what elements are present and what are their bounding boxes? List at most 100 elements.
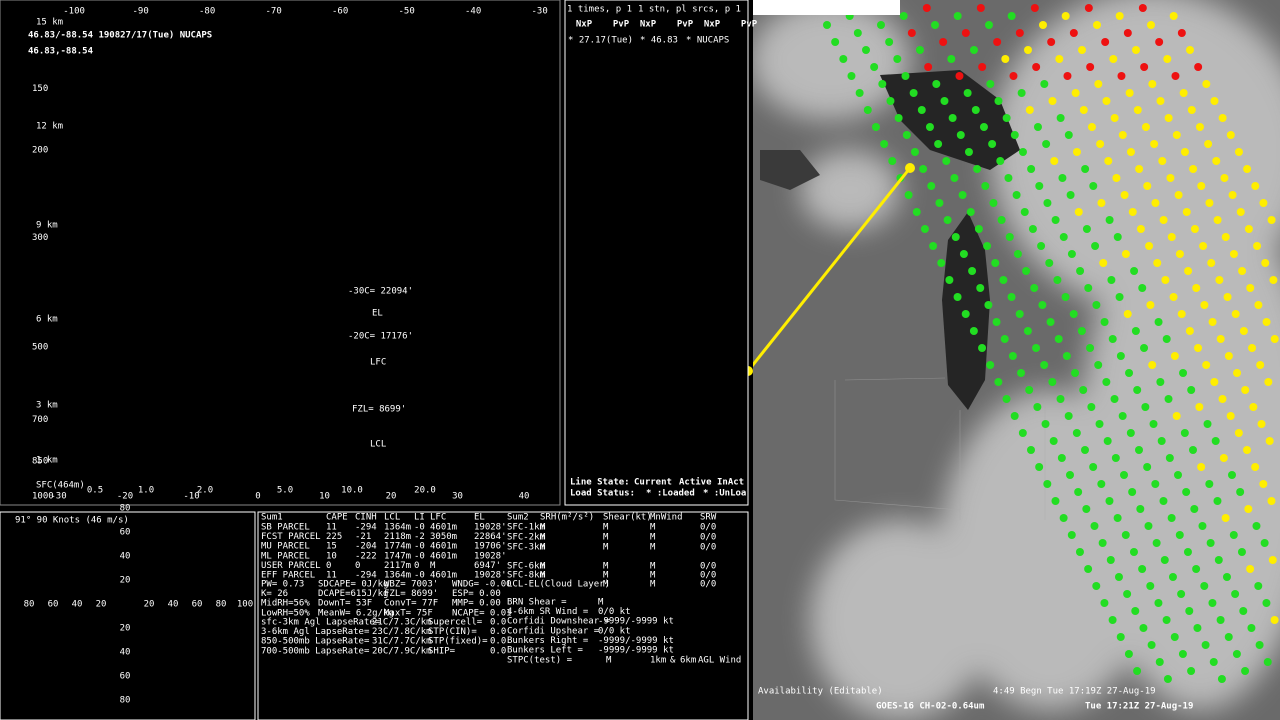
- sounding-point[interactable]: [984, 301, 993, 309]
- sounding-point[interactable]: [1187, 386, 1196, 394]
- sounding-point[interactable]: [1218, 114, 1227, 122]
- sounding-point[interactable]: [899, 12, 908, 20]
- sounding-point[interactable]: [937, 259, 946, 267]
- sounding-point[interactable]: [1194, 344, 1203, 352]
- sounding-point[interactable]: [1228, 191, 1237, 199]
- sounding-point[interactable]: [1200, 582, 1209, 590]
- sounding-point[interactable]: [853, 29, 862, 37]
- sounding-point[interactable]: [964, 148, 973, 156]
- sounding-point[interactable]: [823, 21, 831, 29]
- sounding-point[interactable]: [1174, 471, 1182, 479]
- sounding-point[interactable]: [1249, 403, 1258, 411]
- sounding-point[interactable]: [1054, 335, 1063, 343]
- sounding-point[interactable]: [1117, 72, 1126, 80]
- sounding-point[interactable]: [1005, 233, 1014, 241]
- sounding-point[interactable]: [1233, 369, 1242, 377]
- sounding-point[interactable]: [1162, 616, 1171, 624]
- sounding-point[interactable]: [1100, 318, 1109, 326]
- sounding-point[interactable]: [862, 46, 870, 54]
- sounding-point[interactable]: [1255, 641, 1264, 649]
- sounding-point[interactable]: [1254, 301, 1263, 309]
- sounding-point[interactable]: [1254, 582, 1263, 590]
- sounding-point[interactable]: [1069, 310, 1078, 318]
- sounding-point[interactable]: [997, 216, 1006, 224]
- sounding-point[interactable]: [1150, 140, 1159, 148]
- sounding-point[interactable]: [1177, 310, 1186, 318]
- sounding-point[interactable]: [1147, 21, 1155, 29]
- sounding-point[interactable]: [1010, 131, 1019, 139]
- sounding-point[interactable]: [961, 29, 970, 37]
- sounding-point[interactable]: [1074, 208, 1083, 216]
- sounding-point[interactable]: [1017, 89, 1026, 97]
- sounding-point[interactable]: [1151, 480, 1160, 488]
- sounding-point[interactable]: [1015, 29, 1024, 37]
- sounding-point[interactable]: [1093, 21, 1101, 29]
- sounding-point[interactable]: [1072, 429, 1081, 437]
- sounding-point[interactable]: [1208, 599, 1217, 607]
- sounding-point[interactable]: [1226, 131, 1235, 139]
- sounding-point[interactable]: [1241, 386, 1250, 394]
- sounding-point[interactable]: [1086, 63, 1095, 71]
- sounding-point[interactable]: [1140, 344, 1149, 352]
- sounding-point[interactable]: [1064, 412, 1073, 420]
- sounding-point[interactable]: [1154, 599, 1163, 607]
- sounding-point[interactable]: [1168, 573, 1177, 581]
- sounding-point[interactable]: [1216, 335, 1225, 343]
- sounding-point[interactable]: [1032, 63, 1041, 71]
- sounding-point[interactable]: [1144, 522, 1153, 530]
- sounding-point[interactable]: [880, 140, 889, 148]
- sounding-point[interactable]: [1108, 616, 1117, 624]
- sounding-point[interactable]: [1185, 607, 1194, 615]
- sounding-point[interactable]: [1179, 369, 1188, 377]
- sounding-point[interactable]: [994, 378, 1003, 386]
- sounding-point[interactable]: [1107, 276, 1116, 284]
- sounding-point[interactable]: [956, 131, 965, 139]
- sounding-point[interactable]: [1056, 395, 1065, 403]
- sounding-point[interactable]: [1221, 233, 1230, 241]
- sounding-point[interactable]: [953, 293, 962, 301]
- sounding-point[interactable]: [1067, 250, 1076, 258]
- sounding-point[interactable]: [1131, 327, 1140, 335]
- sounding-point[interactable]: [1033, 123, 1042, 131]
- sounding-point[interactable]: [1164, 395, 1173, 403]
- sounding-point[interactable]: [1015, 310, 1024, 318]
- sounding-point[interactable]: [1213, 497, 1222, 505]
- sounding-point[interactable]: [1193, 624, 1202, 632]
- sounding-point[interactable]: [1202, 80, 1211, 88]
- sounding-point[interactable]: [999, 276, 1008, 284]
- sounding-point[interactable]: [1187, 667, 1196, 675]
- sounding-point[interactable]: [1145, 242, 1154, 250]
- sounding-point[interactable]: [1105, 216, 1114, 224]
- sounding-point[interactable]: [1101, 38, 1110, 46]
- sounding-point[interactable]: [1192, 284, 1201, 292]
- sounding-point[interactable]: [1231, 590, 1240, 598]
- sounding-point[interactable]: [1136, 225, 1145, 233]
- sounding-point[interactable]: [1199, 242, 1208, 250]
- sounding-point[interactable]: [1135, 446, 1143, 454]
- sounding-point[interactable]: [1084, 4, 1093, 12]
- sounding-point[interactable]: [1000, 335, 1009, 343]
- sounding-point[interactable]: [1066, 471, 1074, 479]
- sounding-point[interactable]: [1153, 259, 1162, 267]
- sounding-point[interactable]: [1171, 72, 1180, 80]
- sounding-point[interactable]: [1116, 352, 1125, 360]
- sounding-point[interactable]: [1135, 165, 1144, 173]
- sounding-point[interactable]: [1156, 97, 1165, 105]
- sounding-point[interactable]: [1018, 429, 1027, 437]
- sounding-point[interactable]: [1169, 293, 1178, 301]
- sounding-point[interactable]: [1113, 514, 1122, 522]
- sounding-point[interactable]: [1038, 301, 1047, 309]
- sounding-point[interactable]: [1028, 225, 1037, 233]
- sounding-point[interactable]: [996, 157, 1005, 165]
- sounding-point[interactable]: [1022, 267, 1031, 275]
- sounding-point[interactable]: [1138, 565, 1147, 573]
- sounding-point[interactable]: [1189, 165, 1198, 173]
- sounding-point[interactable]: [1108, 335, 1117, 343]
- sounding-point[interactable]: [1091, 242, 1100, 250]
- sounding-point[interactable]: [1192, 565, 1201, 573]
- sounding-point[interactable]: [1180, 148, 1189, 156]
- sounding-point[interactable]: [934, 140, 943, 148]
- sounding-point[interactable]: [831, 38, 840, 46]
- sounding-point[interactable]: [1270, 335, 1279, 343]
- sounding-point[interactable]: [1243, 165, 1252, 173]
